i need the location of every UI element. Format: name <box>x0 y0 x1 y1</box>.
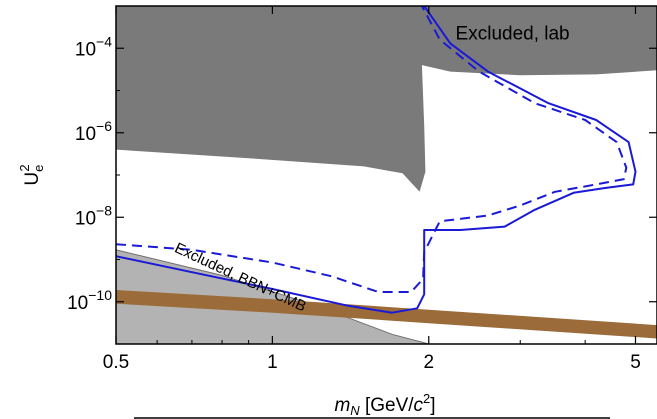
plot-area <box>116 6 657 344</box>
y-tick-label: 10−10 <box>67 287 112 314</box>
y-tick-label: 10−6 <box>75 118 112 145</box>
brown-band <box>116 290 657 339</box>
excluded-lab-region <box>116 6 657 192</box>
x-tick-label: 2 <box>423 352 434 373</box>
x-tick-label: 0.5 <box>103 352 129 373</box>
x-axis-label: mN [GeV/c2] <box>334 391 435 418</box>
solid-curve <box>116 6 637 314</box>
x-tick-label: 5 <box>630 352 641 373</box>
x-tick-label: 1 <box>267 352 278 373</box>
label-excluded-lab: Excluded, lab <box>456 24 570 45</box>
y-axis-label: Ue2 <box>17 164 46 185</box>
y-tick-label: 10−8 <box>75 202 112 229</box>
y-tick-label: 10−4 <box>75 33 112 60</box>
axis-ticks: 0.5 1 2 5 10−4 10−6 10−8 10−10 <box>67 6 657 373</box>
